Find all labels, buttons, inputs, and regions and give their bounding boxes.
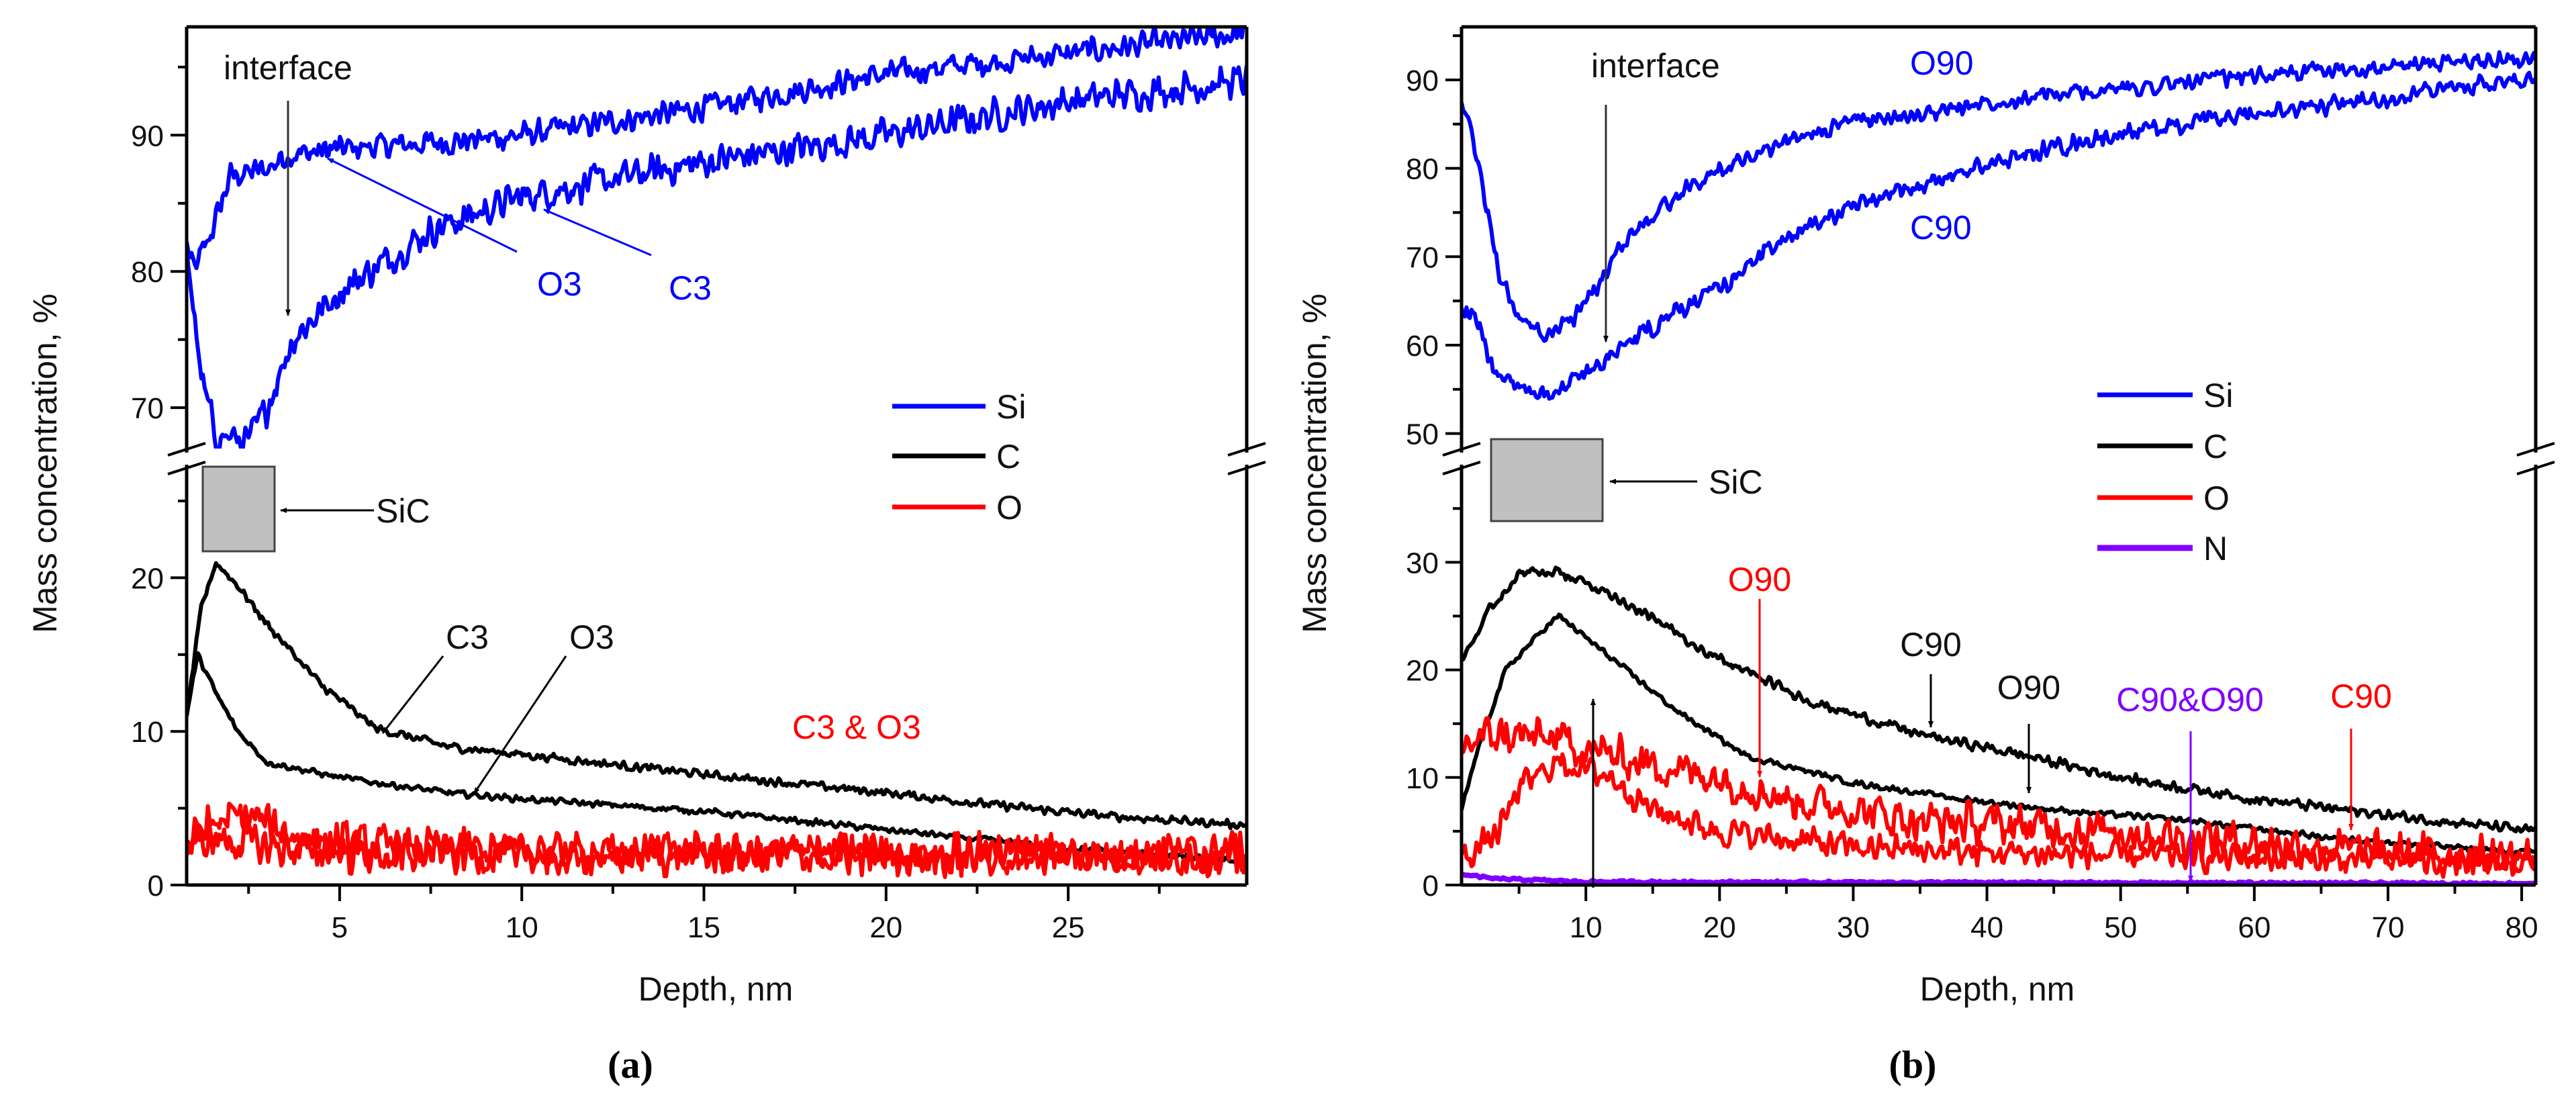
legend-label-o: O: [2203, 479, 2230, 517]
sic-label: SiC: [1709, 463, 1763, 501]
y-axis-title: Mass concentration, %: [26, 293, 64, 633]
x-tick-label: 80: [2506, 911, 2538, 944]
c-c90-label: C90: [1900, 626, 1962, 663]
y-tick-label-lower: 10: [1406, 762, 1439, 795]
y-tick-label-upper: 90: [1406, 64, 1439, 97]
series-si-c90: [1462, 71, 2536, 401]
y-tick-label-upper: 50: [1406, 418, 1439, 451]
sic-label: SiC: [376, 492, 430, 530]
x-axis-title: Depth, nm: [1920, 970, 2075, 1008]
series-o-c90: [1462, 751, 2536, 879]
series-o-o90: [1462, 716, 2536, 876]
legend-label-c: C: [996, 438, 1020, 475]
legend-label-n: N: [2203, 530, 2228, 567]
y-tick-label-upper: 90: [131, 120, 164, 152]
c-o90-label: O90: [1997, 669, 2061, 706]
legend-label-c: C: [2203, 428, 2228, 465]
y-tick-label-lower: 20: [131, 562, 164, 595]
y-axis-title: Mass concentration, %: [1296, 293, 1333, 633]
series-n: [1462, 871, 2536, 885]
n-c90-o90-label: C90&O90: [2116, 681, 2264, 718]
legend: Si C O N: [2097, 377, 2233, 567]
c-c3-label: C3: [446, 618, 489, 656]
series-c-c3: [187, 561, 1247, 831]
legend-label-si: Si: [996, 388, 1026, 426]
o-c90-label: C90: [2330, 678, 2392, 715]
series-c-c90: [1462, 565, 2536, 834]
panel-label-a: (a): [608, 1043, 653, 1086]
c-o3-arrow: [473, 655, 567, 794]
x-tick-label: 10: [1570, 911, 1603, 944]
c-c3-arrow: [381, 655, 444, 734]
x-axis-title: Depth, nm: [638, 970, 794, 1008]
si-o90-label: O90: [1910, 44, 1974, 82]
axis-break-mark: [2516, 461, 2555, 475]
y-tick-label-lower: 0: [148, 870, 164, 902]
y-tick-label-upper: 70: [1406, 241, 1439, 274]
x-tick-label: 25: [1052, 911, 1085, 944]
curves: [187, 27, 1247, 880]
y-tick-label-lower: 20: [1406, 655, 1439, 688]
x-tick-label: 30: [1837, 911, 1870, 944]
panel-b: 10 20 30 40 50 60 70 80 50 60 70 80 90 0 10 20 30 interf…: [1296, 25, 2555, 1086]
x-tick-label: 15: [687, 911, 720, 944]
y-tick-label-upper: 70: [131, 392, 164, 425]
curves: [1462, 50, 2536, 885]
panel-label-b: (b): [1889, 1043, 1937, 1086]
series-o-c3: [187, 821, 1247, 879]
si-c3-arrow: [543, 208, 652, 257]
axes: 10 20 30 40 50 60 70 80 50 60 70 80 90 0 10 20 30: [1406, 25, 2555, 944]
x-tick-label: 50: [2104, 911, 2137, 944]
y-tick-label-upper: 80: [131, 256, 164, 289]
axis-break-mark: [1227, 442, 1266, 457]
series-si-c3: [187, 64, 1247, 449]
x-tick-label: 20: [869, 911, 902, 944]
o-c3-o3-label: C3 & O3: [792, 708, 921, 746]
x-tick-label: 20: [1703, 911, 1736, 944]
y-tick-label-lower: 0: [1423, 870, 1439, 902]
o-o90-label: O90: [1728, 561, 1792, 598]
axis-break-mark: [1442, 442, 1481, 457]
axis-break-mark: [1442, 461, 1481, 475]
x-tick-label: 5: [332, 911, 348, 944]
axis-break-mark: [2516, 442, 2555, 457]
x-tick-label: 60: [2238, 911, 2271, 944]
y-tick-label-upper: 60: [1406, 330, 1439, 363]
interface-label: interface: [1591, 47, 1720, 85]
sic-substrate-box: [201, 465, 276, 553]
axis-break-mark: [167, 442, 206, 457]
sic-substrate-box: [1490, 438, 1604, 522]
interface-label: interface: [224, 49, 352, 87]
c-o3-label: O3: [569, 618, 614, 656]
y-tick-label-upper: 80: [1406, 153, 1439, 186]
x-tick-label: 40: [1970, 911, 2003, 944]
axis-break-mark: [1227, 461, 1266, 475]
y-tick-label-lower: 30: [1406, 547, 1439, 579]
y-tick-label-lower: 10: [131, 716, 164, 749]
si-c3-label: C3: [669, 269, 712, 307]
legend: Si C O: [892, 388, 1026, 526]
axis-break-mark: [167, 461, 206, 475]
x-tick-label: 70: [2371, 911, 2404, 944]
x-tick-label: 10: [506, 911, 538, 944]
si-o3-arrow: [327, 157, 518, 253]
series-si-o3: [187, 27, 1245, 271]
series-si-o90: [1462, 50, 2536, 343]
si-o3-label: O3: [537, 265, 582, 303]
legend-label-si: Si: [2203, 377, 2233, 414]
legend-label-o: O: [996, 489, 1022, 526]
axes: 5 10 15 20 25 70 80 90 0 10 20: [131, 25, 1266, 944]
si-c90-label: C90: [1910, 209, 1972, 246]
